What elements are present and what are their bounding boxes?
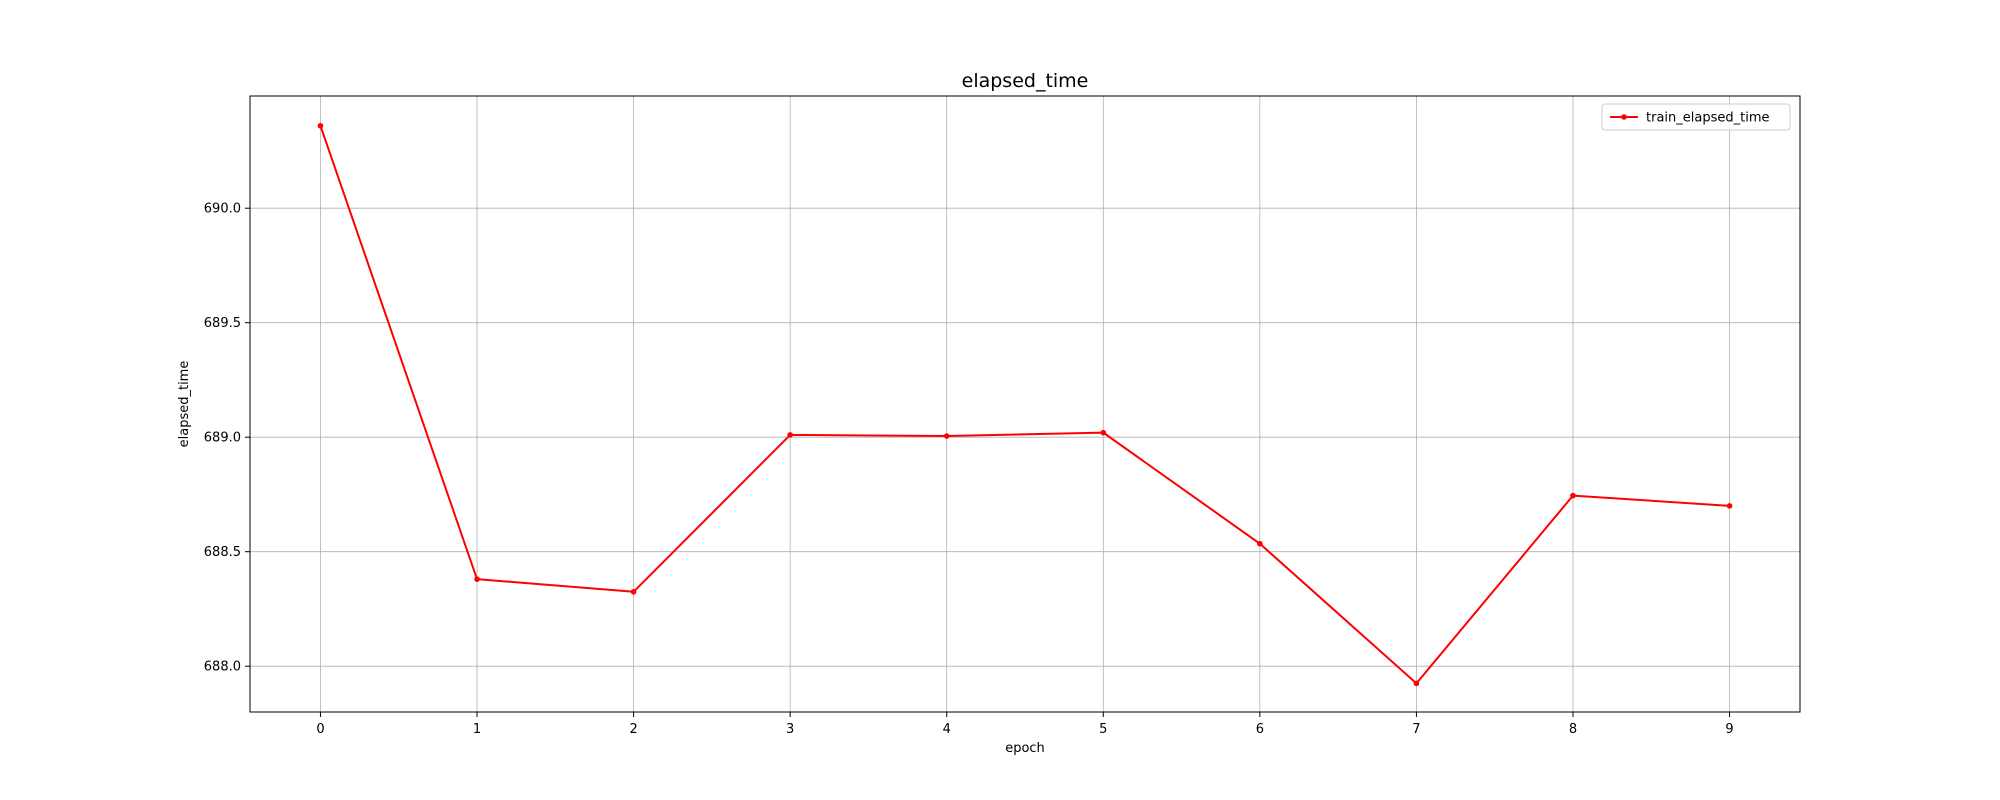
axis-ticks: 0 1 2 3 4 5 6 7 8 9 688.0 688.5 689.0 689.5 690.0 xyxy=(204,202,1734,737)
data-point xyxy=(317,122,324,129)
data-point xyxy=(787,432,793,438)
chart-title: elapsed_time xyxy=(962,70,1089,92)
y-tick-label: 690.0 xyxy=(204,202,241,217)
y-tick-label: 689.0 xyxy=(204,431,241,446)
data-point xyxy=(1257,540,1263,547)
x-tick-label: 2 xyxy=(629,722,637,737)
data-point xyxy=(1413,680,1420,687)
series-line-train-elapsed-time xyxy=(319,125,1730,685)
x-tick-label: 4 xyxy=(943,722,951,737)
x-tick-label: 9 xyxy=(1725,722,1733,737)
data-point xyxy=(474,576,480,582)
data-point xyxy=(943,433,950,439)
legend-box xyxy=(1601,103,1791,131)
legend-marker-swatch xyxy=(1621,114,1627,120)
x-tick-label: 7 xyxy=(1412,722,1420,737)
x-tick-label: 8 xyxy=(1569,722,1577,737)
x-axis-label: epoch xyxy=(1005,741,1045,756)
data-point xyxy=(1726,503,1733,509)
plot-area-frame xyxy=(249,95,1801,713)
grid-lines xyxy=(250,96,1800,712)
y-axis-label: elapsed_time xyxy=(177,361,192,448)
y-tick-label: 688.0 xyxy=(204,660,241,675)
data-point xyxy=(630,588,637,595)
series-lines xyxy=(317,122,1733,687)
data-point xyxy=(1570,492,1576,499)
x-tick-label: 0 xyxy=(316,722,324,737)
x-tick-label: 5 xyxy=(1099,722,1107,737)
x-tick-label: 1 xyxy=(473,722,481,737)
data-point xyxy=(1100,429,1107,436)
x-tick-label: 6 xyxy=(1256,722,1264,737)
x-tick-label: 3 xyxy=(786,722,794,737)
legend: train_elapsed_time xyxy=(1601,103,1791,131)
y-tick-label: 688.5 xyxy=(204,545,241,560)
legend-label-train-elapsed-time: train_elapsed_time xyxy=(1646,111,1769,126)
y-tick-label: 689.5 xyxy=(204,316,241,331)
